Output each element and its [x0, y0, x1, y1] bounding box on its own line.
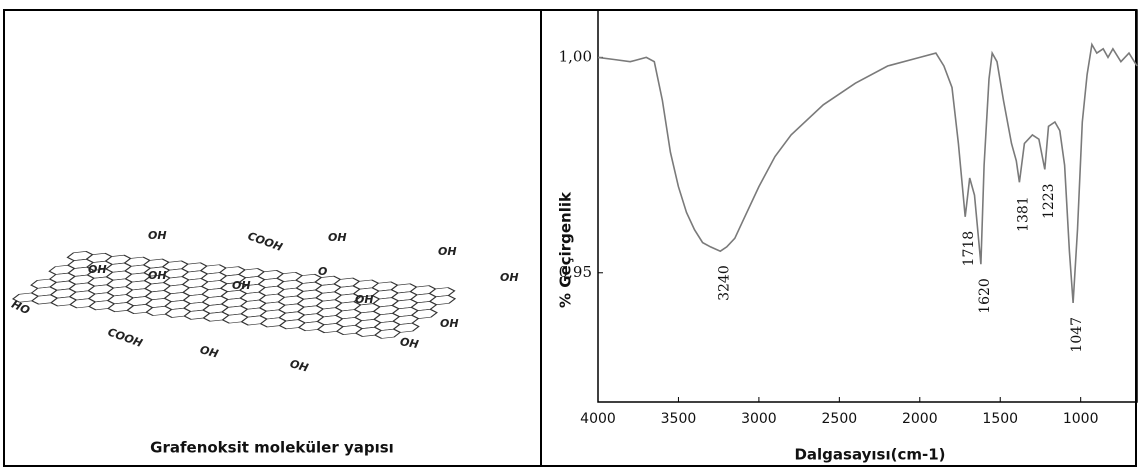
group-label: OH — [438, 245, 457, 258]
spectrum-line — [597, 42, 1138, 303]
group-label: OH — [440, 317, 459, 330]
molecule-lattice — [11, 250, 457, 339]
y-axis-label: % Geçirgenlik — [557, 191, 575, 308]
group-label: OH — [88, 263, 107, 276]
x-tick-label: 4000 — [580, 411, 616, 427]
y-tick-label: 1,00 — [559, 47, 592, 65]
group-label: OH — [232, 279, 251, 292]
peak-label: 1381 — [1015, 196, 1031, 232]
group-label: OH — [355, 293, 374, 306]
group-label: OH — [148, 269, 167, 282]
peak-label: 1047 — [1069, 317, 1085, 353]
group-label: OH — [198, 343, 219, 360]
group-label: OH — [500, 271, 519, 284]
caption: Grafenoksit moleküler yapısı — [150, 439, 394, 457]
peak-label: 3240 — [716, 265, 732, 301]
peak-label: 1620 — [977, 278, 993, 314]
group-label: OH — [148, 229, 167, 242]
x-tick-label: 2000 — [902, 411, 938, 427]
group-label: OH — [399, 335, 420, 351]
group-label: COOH — [106, 325, 144, 350]
group-label: COOH — [246, 229, 284, 254]
x-tick-label: 1500 — [982, 411, 1018, 427]
outer-frame — [3, 9, 1137, 467]
x-tick-label: 3000 — [741, 411, 777, 427]
x-axis-label: Dalgasayısı(cm-1) — [794, 446, 945, 464]
plot-frame — [597, 9, 1138, 403]
x-tick-label: 2500 — [822, 411, 858, 427]
ring — [373, 328, 402, 339]
peak-label: 1718 — [961, 231, 977, 267]
y-tick-label: 0,95 — [559, 263, 592, 281]
group-label: OH — [328, 231, 347, 244]
x-tick-label: 1000 — [1063, 411, 1099, 427]
group-label: OH — [288, 357, 309, 374]
x-tick-label: 3500 — [661, 411, 697, 427]
peak-label: 1223 — [1041, 183, 1057, 219]
group-label: O — [318, 265, 327, 278]
